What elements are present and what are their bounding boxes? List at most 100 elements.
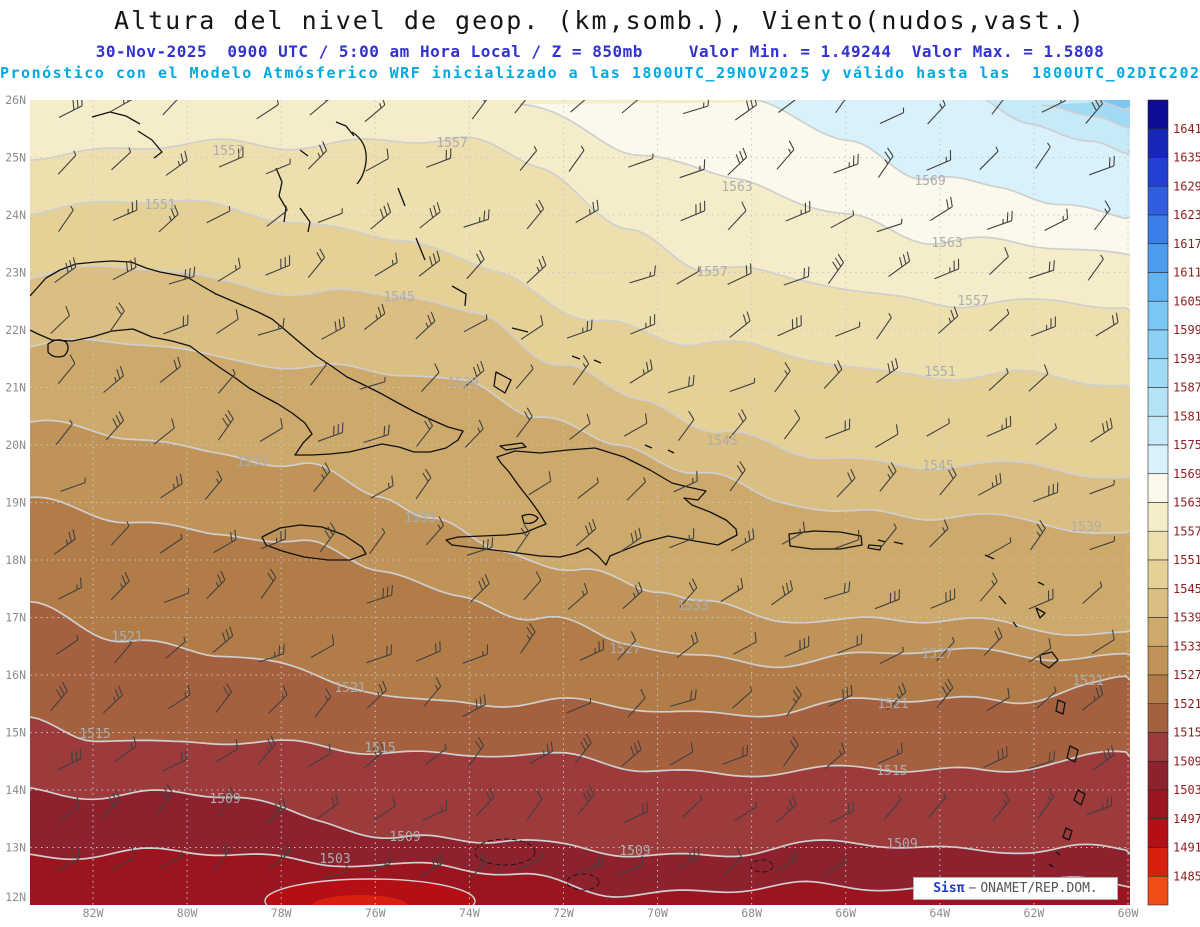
wind-barb bbox=[679, 578, 698, 608]
colorbar-label: 1551 bbox=[1173, 553, 1200, 567]
wind-barb bbox=[415, 311, 436, 340]
coastline-isla-juventud bbox=[47, 339, 69, 358]
wind-barb bbox=[321, 316, 346, 340]
wind-barb bbox=[928, 792, 947, 818]
contour-label: 1527 bbox=[609, 642, 640, 657]
contour-line bbox=[30, 716, 1130, 778]
wind-barb bbox=[1081, 684, 1104, 711]
wind-barb bbox=[163, 314, 189, 335]
wind-barb bbox=[1087, 254, 1104, 281]
contour-label: 1521 bbox=[111, 630, 142, 645]
colorbar-segment bbox=[1147, 243, 1169, 273]
wind-barb bbox=[268, 685, 288, 714]
colorbar-label: 1491 bbox=[1173, 841, 1200, 855]
contour-label: 1533 bbox=[404, 511, 435, 526]
lat-label: 23N bbox=[5, 266, 26, 280]
wind-barbs bbox=[50, 100, 1119, 881]
contour-label: 1515 bbox=[79, 727, 110, 742]
wind-barb bbox=[57, 797, 80, 823]
colorbar-label: 1581 bbox=[1173, 409, 1200, 423]
coastline-jamaica bbox=[261, 524, 367, 561]
wind-barb bbox=[363, 303, 386, 331]
wind-barb bbox=[215, 683, 233, 714]
colorbar-segment bbox=[1147, 674, 1169, 705]
wind-barb bbox=[426, 148, 452, 168]
wind-barb bbox=[168, 266, 196, 285]
contour-line bbox=[30, 419, 1130, 637]
wind-barb bbox=[55, 419, 73, 445]
lat-label: 21N bbox=[5, 381, 26, 395]
wind-barb bbox=[1093, 200, 1111, 231]
wind-barb bbox=[1028, 364, 1049, 392]
wind-barb bbox=[112, 200, 138, 221]
wind-barb bbox=[781, 521, 806, 545]
wind-barb bbox=[309, 100, 329, 116]
wind-barb bbox=[265, 255, 291, 276]
band-low-core bbox=[312, 895, 408, 905]
coastline-stlucia bbox=[1073, 789, 1086, 806]
wind-barb bbox=[930, 588, 956, 609]
colorbar-label: 1617 bbox=[1173, 237, 1200, 251]
colorbar-segment bbox=[1147, 444, 1169, 475]
colorbar-label: 1563 bbox=[1173, 496, 1200, 510]
wind-barb bbox=[937, 306, 959, 334]
wind-barb bbox=[425, 743, 447, 765]
wind-barb bbox=[1037, 788, 1054, 819]
wind-barb bbox=[55, 848, 80, 872]
wind-barb bbox=[206, 570, 226, 599]
minmax-text: Valor Min. = 1.49244 Valor Max. = 1.5808 bbox=[688, 42, 1105, 61]
contour-label: 1551 bbox=[144, 198, 175, 213]
subtitle-datetime-row: 30-Nov-2025 0900 UTC / 5:00 am Hora Loca… bbox=[0, 42, 1200, 61]
wind-barb bbox=[837, 633, 863, 654]
wind-barb bbox=[682, 794, 703, 818]
wind-barb bbox=[217, 786, 236, 816]
colorbar-label: 1641 bbox=[1173, 122, 1200, 136]
colorbar-segment bbox=[1147, 789, 1169, 820]
wind-barb bbox=[669, 742, 694, 766]
lon-label: 78W bbox=[271, 906, 292, 920]
wind-barb bbox=[720, 577, 744, 603]
colorbar-label: 1485 bbox=[1173, 869, 1200, 883]
wind-barb bbox=[57, 150, 77, 175]
wind-barb bbox=[366, 585, 393, 604]
wind-barb bbox=[734, 801, 758, 822]
wind-barb bbox=[874, 589, 900, 610]
wind-barb bbox=[886, 682, 907, 711]
wind-barb bbox=[204, 470, 223, 500]
wind-barb bbox=[727, 201, 747, 231]
wind-barb bbox=[464, 419, 484, 448]
contour-label: 1515 bbox=[364, 741, 395, 756]
wind-barb bbox=[1085, 100, 1103, 124]
contour-label: 1503 bbox=[319, 852, 350, 867]
wind-barb bbox=[577, 477, 599, 499]
wind-barb bbox=[217, 257, 241, 282]
wind-barb bbox=[308, 743, 332, 768]
coastline-inagua bbox=[493, 371, 512, 394]
wind-barb bbox=[776, 140, 795, 170]
wind-barb bbox=[363, 424, 390, 444]
wind-barb bbox=[50, 682, 68, 712]
wind-barb bbox=[110, 521, 130, 546]
lon-label: 72W bbox=[553, 906, 574, 920]
contour-label: 1509 bbox=[886, 837, 917, 852]
wind-barb bbox=[927, 100, 946, 125]
lon-label: 62W bbox=[1024, 906, 1045, 920]
wind-barb bbox=[669, 528, 695, 549]
wind-barb bbox=[622, 581, 643, 610]
wind-barb bbox=[364, 854, 391, 873]
wind-barb bbox=[785, 200, 811, 222]
wind-barb bbox=[153, 418, 175, 445]
wind-barb bbox=[102, 789, 121, 819]
wind-barb bbox=[114, 736, 137, 762]
wind-barb bbox=[57, 354, 76, 384]
wind-barb bbox=[470, 574, 490, 603]
lon-label: 66W bbox=[835, 906, 856, 920]
wind-barb bbox=[214, 739, 239, 763]
coastline-turks-1 bbox=[571, 355, 581, 360]
wind-barb bbox=[310, 360, 327, 386]
wind-barb bbox=[257, 317, 285, 336]
coastline-hispaniola bbox=[445, 447, 738, 566]
wind-barb bbox=[1095, 312, 1119, 337]
wind-barb bbox=[1030, 316, 1056, 337]
wind-barb bbox=[55, 634, 79, 655]
